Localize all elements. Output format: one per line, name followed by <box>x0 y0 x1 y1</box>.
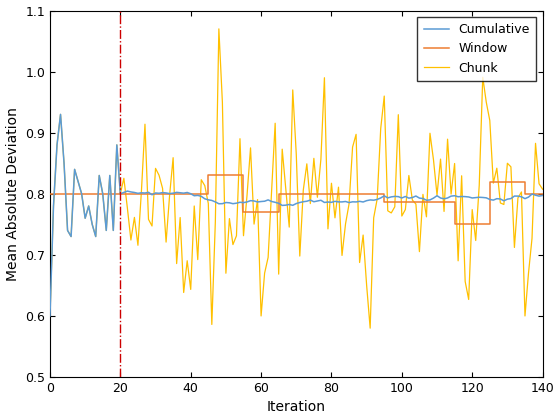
Line: Window: Window <box>50 176 543 224</box>
Chunk <box>216 26 222 32</box>
Cumulative <box>212 200 219 205</box>
Chunk <box>367 326 374 331</box>
Line: Chunk: Chunk <box>50 29 543 328</box>
Chunk <box>521 313 528 318</box>
Cumulative <box>46 313 53 318</box>
Window <box>472 222 479 227</box>
Chunk <box>472 238 479 243</box>
Window <box>451 222 458 227</box>
Window <box>50 191 57 196</box>
Cumulative <box>469 195 475 200</box>
Chunk <box>75 179 82 184</box>
Chunk <box>483 100 489 105</box>
Y-axis label: Mean Absolute Deviation: Mean Absolute Deviation <box>6 107 20 281</box>
Cumulative <box>50 203 57 208</box>
Chunk <box>50 203 57 208</box>
Cumulative <box>539 193 546 198</box>
Window <box>212 173 219 178</box>
Cumulative <box>78 191 85 196</box>
Chunk <box>208 322 215 327</box>
Legend: Cumulative, Window, Chunk: Cumulative, Window, Chunk <box>417 17 536 81</box>
X-axis label: Iteration: Iteration <box>267 400 326 415</box>
Window <box>205 173 212 178</box>
Cumulative <box>479 195 486 200</box>
Window <box>521 191 528 196</box>
Line: Cumulative: Cumulative <box>50 114 543 316</box>
Chunk <box>539 186 546 192</box>
Chunk <box>46 313 53 318</box>
Window <box>75 191 82 196</box>
Cumulative <box>518 194 525 200</box>
Window <box>539 191 546 196</box>
Cumulative <box>57 112 64 117</box>
Window <box>46 191 53 196</box>
Window <box>483 222 489 227</box>
